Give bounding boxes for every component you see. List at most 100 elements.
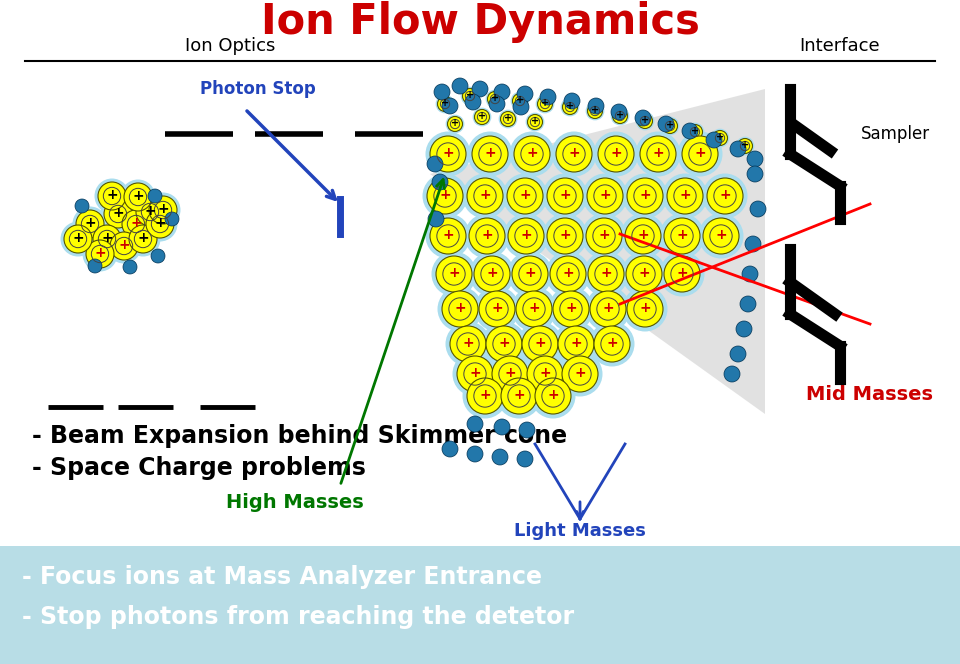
Circle shape (434, 84, 450, 100)
Circle shape (682, 123, 698, 139)
Circle shape (494, 84, 510, 100)
Circle shape (678, 131, 723, 177)
Circle shape (682, 136, 718, 172)
Circle shape (474, 286, 519, 331)
Circle shape (146, 210, 174, 238)
Circle shape (588, 104, 603, 118)
Circle shape (588, 98, 604, 114)
Circle shape (587, 178, 623, 214)
Circle shape (136, 198, 164, 226)
Circle shape (627, 291, 663, 327)
Circle shape (101, 197, 135, 232)
Circle shape (527, 114, 542, 129)
Text: +: + (639, 301, 651, 315)
Circle shape (500, 112, 516, 127)
Circle shape (598, 136, 634, 172)
Text: +: + (652, 146, 663, 160)
Circle shape (469, 252, 515, 297)
Circle shape (445, 115, 465, 133)
Circle shape (516, 291, 552, 327)
Text: +: + (694, 146, 706, 160)
Circle shape (703, 218, 739, 254)
Circle shape (438, 286, 483, 331)
Text: +: + (568, 146, 580, 160)
Circle shape (550, 256, 586, 292)
Circle shape (527, 356, 563, 392)
Circle shape (636, 131, 681, 177)
Circle shape (514, 136, 550, 172)
Circle shape (489, 96, 505, 112)
Circle shape (512, 256, 548, 292)
Text: +: + (540, 98, 549, 108)
Circle shape (445, 321, 491, 367)
Circle shape (558, 351, 603, 396)
Text: +: + (691, 126, 699, 136)
Circle shape (488, 92, 502, 106)
Circle shape (457, 356, 493, 392)
Circle shape (482, 321, 526, 367)
Text: +: + (101, 231, 113, 245)
Circle shape (486, 326, 522, 362)
Circle shape (76, 210, 104, 238)
Text: Interface: Interface (800, 37, 880, 55)
Circle shape (123, 260, 137, 274)
Text: +: + (448, 266, 460, 280)
Circle shape (706, 132, 722, 148)
Circle shape (479, 291, 515, 327)
Text: +: + (574, 366, 586, 380)
Circle shape (531, 373, 575, 418)
Circle shape (94, 179, 130, 214)
Circle shape (660, 252, 705, 297)
Text: +: + (144, 204, 156, 218)
Circle shape (83, 236, 117, 272)
Circle shape (540, 89, 556, 105)
Circle shape (563, 100, 578, 114)
Text: +: + (157, 202, 169, 216)
Circle shape (442, 441, 458, 457)
Circle shape (551, 131, 596, 177)
Text: +: + (676, 228, 687, 242)
Circle shape (542, 214, 588, 258)
Circle shape (687, 125, 703, 139)
Circle shape (452, 351, 497, 396)
Circle shape (730, 141, 746, 157)
Circle shape (636, 112, 655, 130)
Circle shape (519, 422, 535, 438)
Circle shape (750, 201, 766, 217)
Text: +: + (479, 388, 491, 402)
Text: +: + (570, 336, 582, 350)
Text: +: + (516, 95, 524, 105)
Text: +: + (611, 146, 622, 160)
Circle shape (556, 136, 592, 172)
Circle shape (486, 90, 504, 108)
Text: +: + (454, 301, 466, 315)
Circle shape (510, 131, 555, 177)
Circle shape (622, 173, 667, 218)
Text: +: + (565, 301, 577, 315)
Circle shape (635, 110, 651, 126)
Circle shape (526, 113, 544, 131)
Circle shape (498, 110, 517, 128)
Circle shape (467, 416, 483, 432)
Text: +: + (466, 90, 474, 100)
Circle shape (467, 178, 503, 214)
Circle shape (121, 179, 156, 214)
Circle shape (522, 326, 558, 362)
Circle shape (586, 218, 622, 254)
Circle shape (93, 225, 121, 253)
Circle shape (622, 286, 667, 331)
Circle shape (465, 214, 510, 258)
Circle shape (612, 108, 628, 124)
Circle shape (594, 326, 630, 362)
Circle shape (461, 86, 479, 106)
Circle shape (472, 108, 492, 126)
Text: +: + (715, 228, 727, 242)
Text: +: + (484, 146, 495, 160)
Text: - Focus ions at Mass Analyzer Entrance: - Focus ions at Mass Analyzer Entrance (22, 565, 542, 589)
Circle shape (593, 131, 638, 177)
Text: - Beam Expansion behind Skimmer cone: - Beam Expansion behind Skimmer cone (32, 424, 567, 448)
Circle shape (637, 114, 653, 129)
Circle shape (463, 373, 508, 418)
Text: +: + (107, 188, 118, 202)
Circle shape (142, 207, 178, 242)
